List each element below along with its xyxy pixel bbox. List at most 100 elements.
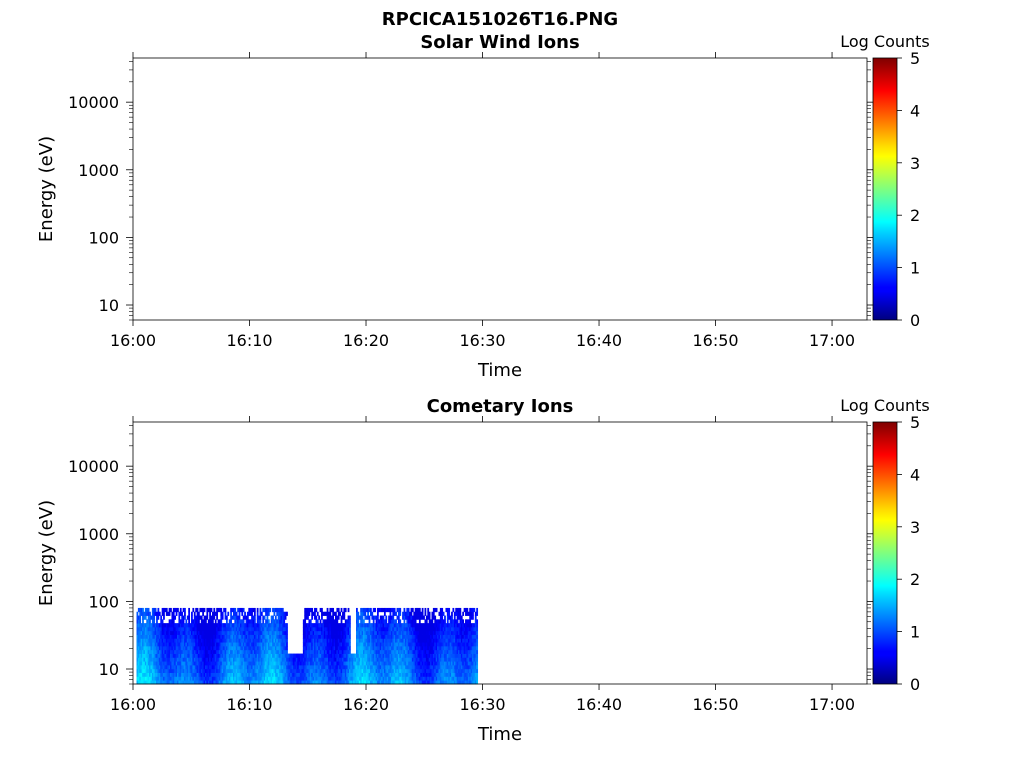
heatmap-cell <box>272 615 274 620</box>
heatmap-cell <box>279 615 281 620</box>
heatmap-cell <box>432 607 435 613</box>
heatmap-cell <box>410 664 413 670</box>
heatmap-cell <box>263 649 266 654</box>
heatmap-cell <box>368 661 371 666</box>
heatmap-cell <box>266 668 269 673</box>
heatmap-cell <box>301 657 304 662</box>
heatmap-cell <box>230 676 232 681</box>
heatmap-cell <box>465 649 467 654</box>
heatmap-cell <box>252 668 255 673</box>
heatmap-cell <box>192 672 195 677</box>
heatmap-cell <box>376 664 379 670</box>
heatmap-cell <box>147 630 150 635</box>
heatmap-cell <box>223 668 225 673</box>
heatmap-cell <box>389 653 392 658</box>
heatmap-cell <box>189 626 192 632</box>
heatmap-cell <box>202 638 205 643</box>
heatmap-cell <box>364 642 367 647</box>
heatmap-cell <box>274 607 277 613</box>
heatmap-cell <box>332 623 335 628</box>
heatmap-cell <box>339 661 342 666</box>
heatmap-cell <box>418 680 421 685</box>
heatmap-cell <box>309 664 312 670</box>
heatmap-cell <box>349 645 351 651</box>
heatmap-cell <box>393 649 396 654</box>
heatmap-cell <box>416 634 418 639</box>
heatmap-cell <box>267 680 270 685</box>
heatmap-cell <box>339 680 342 685</box>
heatmap-cell <box>298 676 301 681</box>
heatmap-cell <box>444 649 446 654</box>
heatmap-cell <box>441 615 444 620</box>
heatmap-cell <box>223 672 225 677</box>
heatmap-cell <box>283 676 286 681</box>
heatmap-cell <box>397 664 400 670</box>
heatmap-cell <box>375 638 378 643</box>
heatmap-cell <box>255 672 258 677</box>
heatmap-cell <box>410 657 413 662</box>
heatmap-cell <box>460 623 463 628</box>
heatmap-cell <box>279 653 281 658</box>
heatmap-cell <box>147 611 150 616</box>
heatmap-cell <box>397 653 400 658</box>
heatmap-cell <box>231 649 234 654</box>
heatmap-cell <box>316 630 319 635</box>
heatmap-cell <box>411 676 414 681</box>
heatmap-cell <box>392 630 395 635</box>
heatmap-cell <box>273 661 276 666</box>
heatmap-cell <box>149 623 151 628</box>
heatmap-cell <box>410 607 413 613</box>
heatmap-cell <box>175 672 178 677</box>
heatmap-cell <box>413 623 416 628</box>
heatmap-cell <box>403 664 406 670</box>
heatmap-cell <box>403 634 406 639</box>
heatmap-cell <box>445 676 448 681</box>
heatmap-cell <box>267 626 270 632</box>
heatmap-cell <box>376 607 379 613</box>
heatmap-cell <box>424 638 427 643</box>
heatmap-cell <box>153 676 156 681</box>
heatmap-cell <box>273 645 276 651</box>
heatmap-cell <box>367 661 369 666</box>
heatmap-cell <box>207 649 210 654</box>
heatmap-cell <box>430 642 432 647</box>
heatmap-cell <box>344 619 347 624</box>
heatmap-cell <box>244 661 246 666</box>
heatmap-cell <box>200 664 203 670</box>
heatmap-cell <box>347 642 350 647</box>
heatmap-cell <box>406 653 409 658</box>
heatmap-cell <box>283 653 286 658</box>
heatmap-cell <box>389 615 392 620</box>
heatmap-cell <box>470 680 473 685</box>
heatmap-cell <box>409 668 411 673</box>
heatmap-cell <box>146 661 149 666</box>
heatmap-cell <box>427 649 430 654</box>
heatmap-cell <box>350 653 353 658</box>
heatmap-cell <box>235 676 238 681</box>
heatmap-cell <box>367 645 369 651</box>
heatmap-cell <box>259 672 262 677</box>
heatmap-cell <box>178 611 181 616</box>
heatmap-cell <box>279 645 281 651</box>
heatmap-cell <box>386 668 389 673</box>
heatmap-cell <box>170 626 172 632</box>
heatmap-cell <box>336 680 339 685</box>
heatmap-cell <box>347 634 350 639</box>
heatmap-cell <box>200 649 203 654</box>
heatmap-cell <box>466 668 469 673</box>
heatmap-cell <box>351 676 354 681</box>
heatmap-cell <box>244 615 246 620</box>
heatmap-cell <box>410 645 413 651</box>
heatmap-cell <box>225 615 228 620</box>
heatmap-cell <box>451 664 453 670</box>
heatmap-cell <box>203 642 206 647</box>
heatmap-cell <box>406 634 409 639</box>
heatmap-cell <box>273 623 276 628</box>
heatmap-cell <box>362 623 365 628</box>
heatmap-cell <box>365 649 368 654</box>
heatmap-cell <box>218 619 221 624</box>
heatmap-cell <box>312 676 315 681</box>
heatmap-cell <box>368 615 371 620</box>
heatmap-cell <box>206 615 209 620</box>
heatmap-cell <box>214 638 217 643</box>
